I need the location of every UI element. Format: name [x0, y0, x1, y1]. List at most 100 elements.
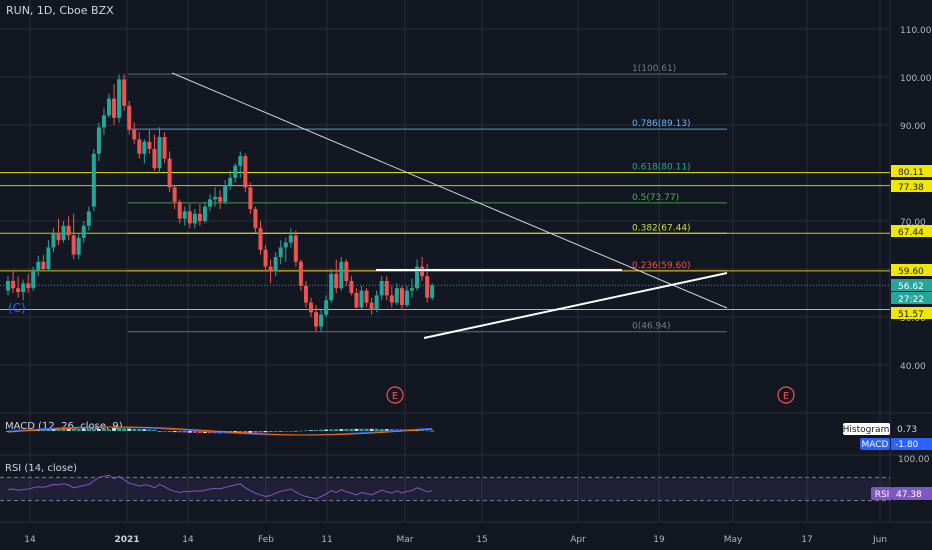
price-label-badge [891, 165, 932, 177]
candle-body [117, 79, 122, 118]
indicator-marker[interactable]: (C) [8, 301, 26, 315]
macd-histogram-bar [379, 428, 384, 431]
price-label-badge [891, 225, 932, 237]
candle-body [76, 237, 81, 255]
macd-title: MACD (12, 26, close, 9) [5, 421, 123, 432]
candle-body [324, 300, 329, 315]
macd-value: -1.80 [895, 440, 919, 450]
candle-body [96, 127, 101, 154]
candle-body [379, 281, 384, 296]
candle-body [263, 249, 268, 267]
candle-body [404, 290, 409, 305]
rsi-band [0, 477, 890, 501]
time-axis-tick: May [724, 535, 743, 545]
candle-body [86, 211, 91, 226]
macd-histogram-bar [182, 431, 187, 433]
macd-histogram-bar [142, 429, 147, 431]
macd-histogram-bar [51, 429, 56, 431]
candle-body [197, 213, 202, 221]
candle-body [172, 187, 177, 202]
macd-histogram-bar [268, 431, 273, 433]
macd-histogram-bar [329, 429, 334, 431]
price-label: 59.60 [898, 267, 924, 277]
macd-histogram-bar [177, 431, 182, 433]
macd-histogram-bar [359, 428, 364, 431]
fib-label: 0.382(67.44) [632, 223, 691, 233]
candle-body [354, 293, 359, 308]
histogram-value: 0.73 [897, 425, 917, 435]
candle-body [192, 213, 197, 224]
candle-body [51, 233, 56, 248]
time-axis-tick: 2021 [114, 535, 139, 545]
macd-pane: MACD (12, 26, close, 9) Histogram 0.73 MACD… [5, 421, 932, 450]
histogram-label: Histogram [843, 425, 890, 435]
macd-histogram-bar [278, 431, 283, 432]
candle-body [399, 288, 404, 305]
rsi-title: RSI (14, close) [5, 463, 77, 474]
rsi-value: 47.38 [896, 490, 922, 500]
macd-label-badge [860, 438, 890, 450]
macd-histogram-bar [147, 429, 152, 431]
candle-body [152, 149, 157, 169]
fib-label: 0(46.94) [632, 322, 671, 332]
macd-histogram-bar [86, 428, 91, 431]
macd-histogram-bar [112, 427, 117, 431]
macd-histogram-bar [430, 430, 435, 432]
candle-body [248, 187, 253, 209]
candle-body [26, 283, 31, 289]
macd-histogram-bar [303, 430, 308, 432]
candle-body [137, 139, 142, 154]
macd-histogram-bar [91, 428, 96, 431]
rsi-label: RSI [875, 490, 890, 500]
macd-histogram-bar [324, 429, 329, 431]
candle-body [66, 225, 71, 236]
candle-body [228, 177, 233, 185]
macd-histogram-bar [369, 428, 374, 431]
histogram-value-badge [891, 423, 932, 435]
price-axis-tick: 70.00 [900, 218, 926, 228]
macd-histogram-bar [46, 429, 51, 431]
candle-body [420, 266, 425, 277]
signal-line [7, 426, 433, 436]
candle-body [107, 98, 111, 116]
price-axis-tick: 110.00 [900, 26, 932, 36]
time-axis-tick: 19 [653, 535, 665, 545]
macd-histogram-bar [71, 428, 76, 431]
candle-body [273, 257, 278, 272]
candle-body [167, 158, 172, 188]
candle-body [334, 273, 339, 289]
macd-histogram-bar [283, 431, 288, 432]
candle-body [208, 199, 212, 207]
price-label: 67.44 [898, 228, 924, 238]
trendline [423, 272, 728, 339]
fib-label: 0.236(59.60) [632, 261, 691, 271]
time-axis-tick: Mar [397, 535, 414, 545]
candle-body [91, 153, 96, 207]
candle-body [81, 225, 86, 238]
candle-body [61, 225, 66, 241]
candle-body [283, 242, 288, 248]
candle-body [238, 156, 243, 166]
candle-body [364, 290, 369, 303]
candle-body [157, 137, 162, 169]
macd-histogram-bar [334, 429, 339, 431]
candle-body [430, 285, 435, 298]
macd-histogram-bar [243, 431, 248, 433]
candle-body [389, 295, 394, 303]
macd-histogram-bar [319, 429, 324, 431]
macd-histogram-bar [197, 431, 202, 433]
candle-body [147, 141, 152, 149]
candle-body [21, 283, 26, 293]
candle-body [223, 185, 228, 202]
macd-histogram-bar [309, 430, 313, 431]
candle-body [182, 211, 187, 219]
macd-histogram-bar [96, 428, 101, 431]
macd-histogram-bar [202, 431, 207, 434]
macd-histogram-bar [263, 431, 268, 433]
candle-body [329, 273, 334, 301]
macd-histogram-bar [384, 429, 389, 431]
macd-histogram-bar [349, 428, 354, 431]
fib-label: 1(100.61) [632, 64, 676, 74]
candle-body [101, 115, 106, 128]
